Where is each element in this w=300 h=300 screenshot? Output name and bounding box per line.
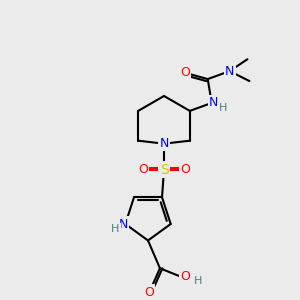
Text: N: N [209, 96, 218, 110]
Text: N: N [119, 218, 128, 230]
Text: O: O [144, 286, 154, 299]
Text: H: H [218, 103, 227, 113]
Text: N: N [225, 64, 234, 78]
Text: H: H [194, 276, 202, 286]
Text: O: O [180, 270, 190, 283]
Text: N: N [159, 137, 169, 150]
Text: O: O [180, 66, 190, 79]
Text: S: S [160, 163, 168, 176]
Text: O: O [138, 163, 148, 176]
Text: O: O [180, 163, 190, 176]
Text: H: H [111, 224, 120, 234]
